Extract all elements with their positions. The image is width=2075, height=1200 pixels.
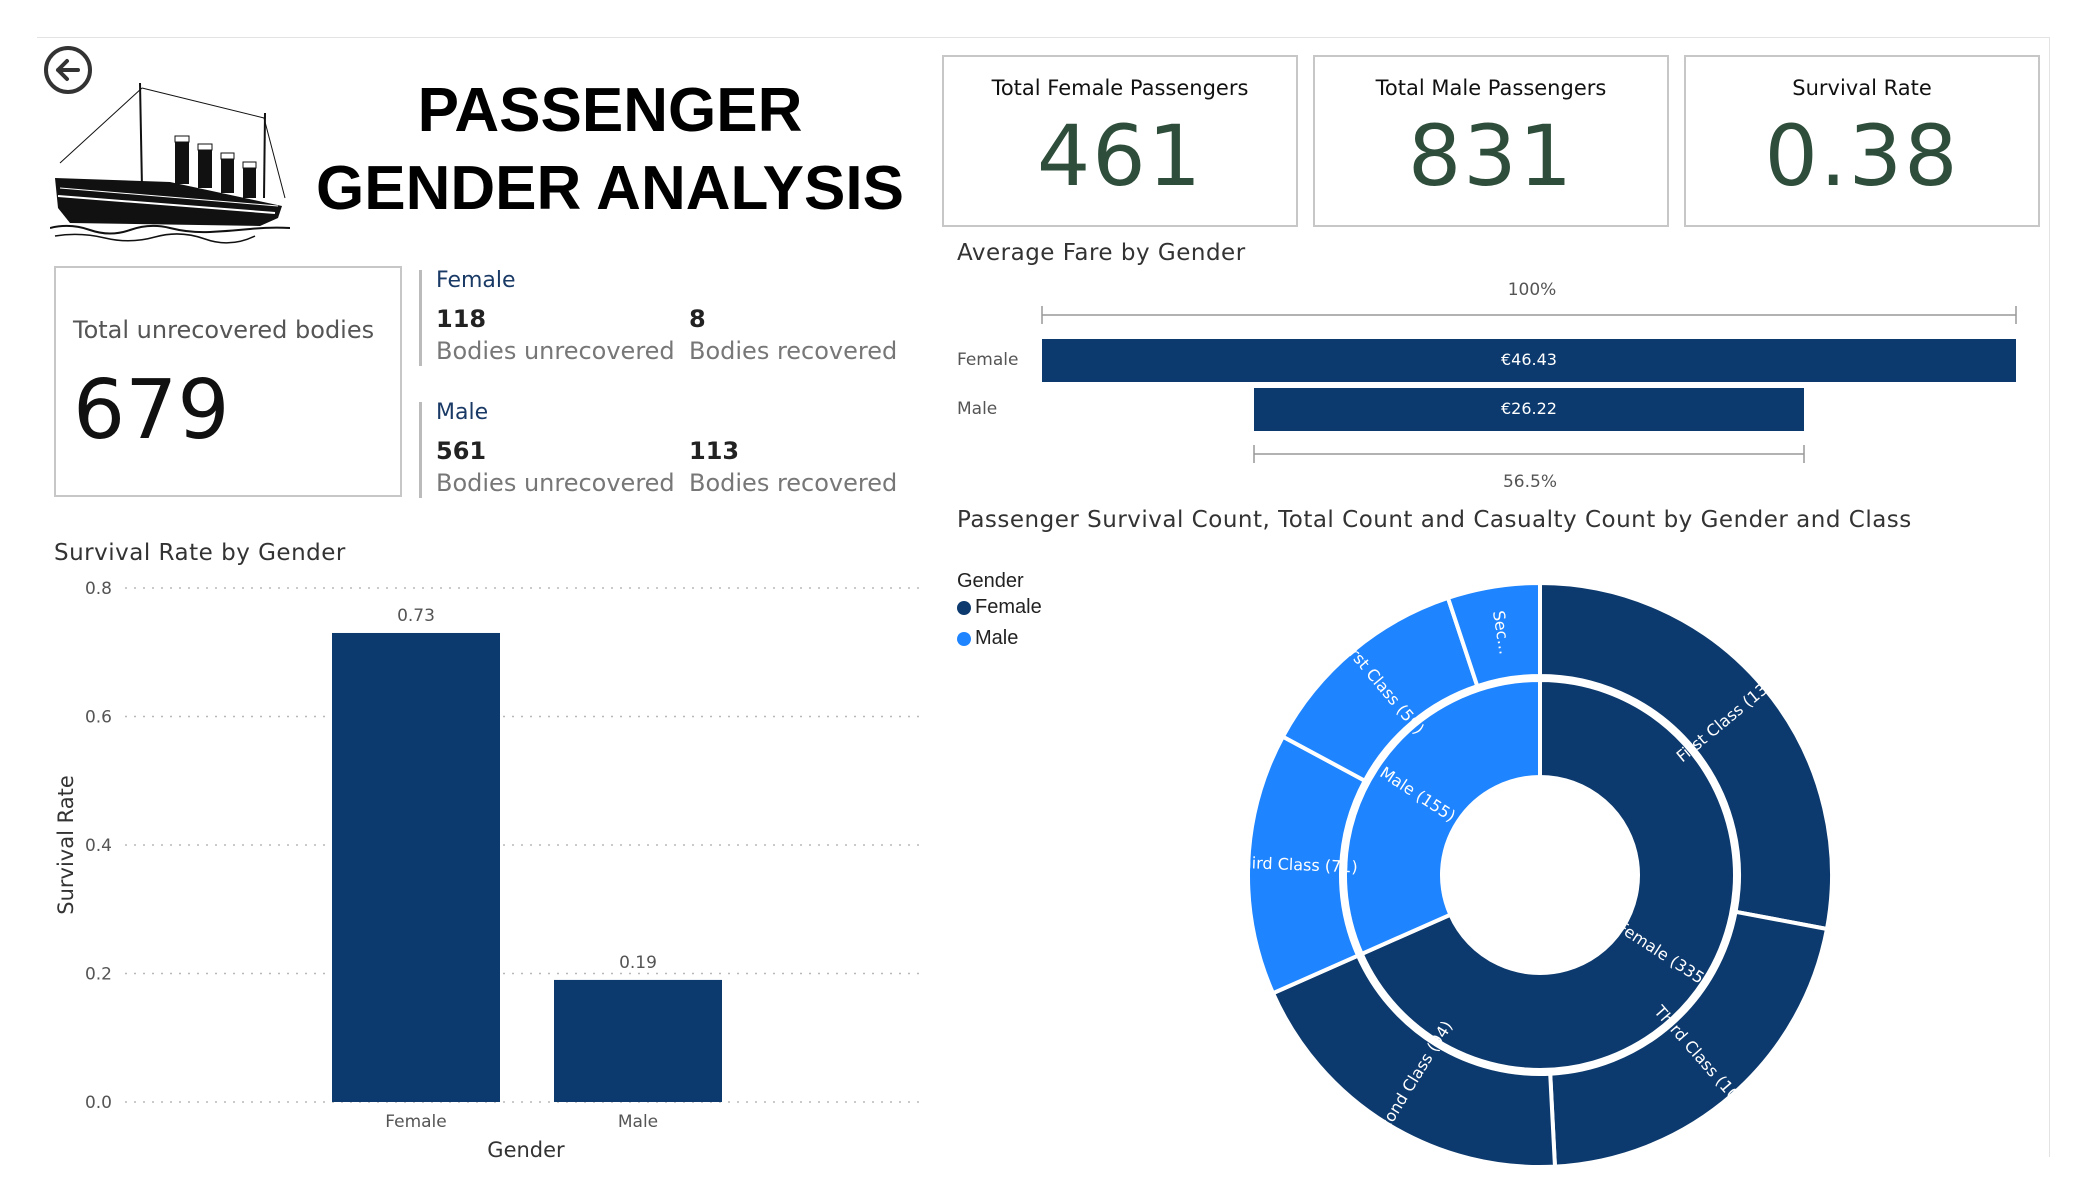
fare-chart-title: Average Fare by Gender bbox=[957, 240, 1246, 266]
sunburst-inner-female[interactable] bbox=[1359, 677, 1737, 1072]
legend-label-female: Female bbox=[975, 596, 1042, 618]
card-label: Total unrecovered bodies bbox=[73, 316, 375, 344]
unrecovered-bodies-card: Total unrecovered bodies 679 bbox=[54, 266, 402, 497]
funnel-bar-female[interactable]: €46.43 bbox=[1042, 339, 2016, 382]
male-group-title: Male bbox=[436, 400, 489, 425]
male-recovered-label: Bodies recovered bbox=[689, 469, 898, 497]
funnel-category-male: Male bbox=[957, 399, 998, 419]
card-value: 679 bbox=[73, 363, 230, 458]
sunburst-label: Third Class (71) bbox=[1240, 853, 1358, 877]
kpi-value: 461 bbox=[1036, 107, 1204, 205]
survival-rate-bar-chart: 0.0 0.2 0.4 0.6 0.8 0.73 Female 0.19 Male Gender S… bbox=[54, 579, 920, 1162]
legend-item-female[interactable]: Female bbox=[957, 596, 1042, 619]
back-arrow-icon[interactable] bbox=[42, 44, 94, 96]
funnel-bottom-percent: 56.5% bbox=[1502, 472, 1557, 492]
y-tick-label: 0.6 bbox=[85, 708, 112, 728]
legend-dot-male bbox=[957, 631, 971, 646]
x-tick-label: Female bbox=[385, 1112, 446, 1132]
titanic-ship-logo bbox=[50, 82, 290, 244]
kpi-card-survival-rate: Survival Rate 0.38 bbox=[1684, 55, 2040, 227]
sunburst-outer-male-second-class[interactable] bbox=[1445, 580, 1542, 689]
bar-data-label: 0.73 bbox=[397, 606, 435, 626]
legend-label-male: Male bbox=[975, 627, 1019, 649]
legend-title: Gender bbox=[957, 570, 1024, 592]
y-tick-label: 0.0 bbox=[85, 1093, 112, 1113]
survival-chart-title: Survival Rate by Gender bbox=[54, 540, 346, 566]
kpi-label: Total Female Passengers bbox=[991, 76, 1249, 100]
legend-dot-female bbox=[957, 600, 971, 615]
bar-female[interactable] bbox=[332, 632, 500, 1102]
kpi-card-male-passengers: Total Male Passengers 831 bbox=[1313, 55, 1669, 227]
sunburst-outer-female-first-class[interactable] bbox=[1538, 580, 1834, 932]
funnel-top-percent: 100% bbox=[1507, 280, 1557, 300]
x-axis-title: Gender bbox=[487, 1138, 565, 1162]
funnel-top-bracket bbox=[1041, 306, 2017, 324]
survival-sunburst-chart: Female (335)Male (155)First Class (137)T… bbox=[1240, 580, 1834, 1169]
funnel-bottom-bracket bbox=[1253, 445, 1805, 463]
y-tick-label: 0.2 bbox=[85, 965, 112, 985]
legend-item-male[interactable]: Male bbox=[957, 627, 1018, 650]
female-unrecovered-value: 118 bbox=[436, 305, 487, 333]
male-recovered-value: 113 bbox=[689, 437, 740, 465]
y-axis-title: Survival Rate bbox=[54, 775, 78, 915]
female-group-title: Female bbox=[436, 268, 516, 293]
sunburst-inner-male[interactable] bbox=[1343, 677, 1542, 957]
female-recovered-value: 8 bbox=[689, 305, 706, 333]
male-unrecovered-value: 561 bbox=[436, 437, 487, 465]
bar-data-label: 0.19 bbox=[619, 953, 657, 973]
bar-male[interactable] bbox=[554, 979, 722, 1102]
x-tick-label: Male bbox=[618, 1112, 658, 1132]
sunburst-outer-female-third-class[interactable] bbox=[1548, 909, 1830, 1169]
kpi-card-female-passengers: Total Female Passengers 461 bbox=[942, 55, 1298, 227]
group-divider bbox=[419, 270, 422, 366]
female-unrecovered-label: Bodies unrecovered bbox=[436, 337, 675, 365]
report-canvas bbox=[37, 37, 2050, 1157]
female-recovered-label: Bodies recovered bbox=[689, 337, 898, 365]
funnel-bar-male[interactable]: €26.22 bbox=[1253, 388, 1804, 431]
kpi-value: 0.38 bbox=[1764, 107, 1960, 205]
page-title: PASSENGER GENDER ANALYSIS bbox=[316, 76, 904, 223]
kpi-label: Survival Rate bbox=[1792, 76, 1932, 100]
funnel-category-female: Female bbox=[957, 350, 1019, 370]
group-divider bbox=[419, 402, 422, 498]
y-tick-label: 0.8 bbox=[85, 579, 112, 599]
sunburst-chart-title: Passenger Survival Count, Total Count an… bbox=[957, 507, 1912, 533]
kpi-label: Total Male Passengers bbox=[1375, 76, 1607, 100]
y-tick-label: 0.4 bbox=[85, 836, 112, 856]
male-unrecovered-label: Bodies unrecovered bbox=[436, 469, 675, 497]
kpi-value: 831 bbox=[1407, 107, 1575, 205]
